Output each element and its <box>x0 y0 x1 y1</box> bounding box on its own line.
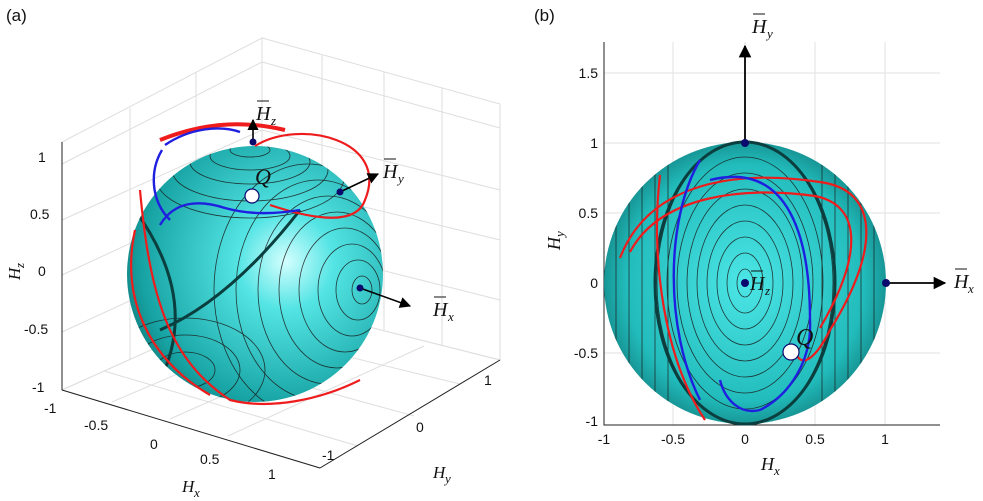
panel-a-hy-label: H y <box>382 158 404 186</box>
svg-text:1.5: 1.5 <box>579 65 599 81</box>
svg-text:-1: -1 <box>44 400 57 416</box>
svg-text:H: H <box>760 454 775 474</box>
panel-a-hx-label: H x <box>432 296 454 324</box>
svg-text:1: 1 <box>881 431 889 447</box>
svg-text:H: H <box>432 299 449 321</box>
panel-b-x-ticks: -1 -0.5 0 0.5 1 <box>598 431 889 447</box>
panel-a-y-label: H y <box>432 463 451 486</box>
svg-text:0: 0 <box>38 263 46 279</box>
svg-text:z: z <box>12 263 27 269</box>
panel-a-z-label: H z <box>5 263 27 281</box>
panel-a-hz-dot <box>249 138 257 146</box>
svg-text:H: H <box>255 103 272 125</box>
panel-b-y-ticks: 1.5 1 0.5 0 -0.5 -1 <box>574 65 598 429</box>
panel-a-sphere <box>127 146 383 402</box>
svg-text:H: H <box>953 271 970 293</box>
svg-text:-0.5: -0.5 <box>661 431 685 447</box>
svg-text:-1: -1 <box>32 379 45 395</box>
svg-text:H: H <box>751 16 768 38</box>
panel-a-hz-label: H z <box>255 100 276 128</box>
svg-text:-1: -1 <box>322 447 335 463</box>
svg-text:y: y <box>552 231 567 239</box>
panel-a-red-trajectory <box>130 122 371 406</box>
panel-b-x-label: H x <box>760 454 780 478</box>
svg-text:x: x <box>967 281 974 296</box>
svg-text:z: z <box>764 283 770 298</box>
panel-b: Q H y H x H z 1.5 1 0.5 0 -0.5 -1 H y <box>544 13 974 478</box>
panel-a-q-label: Q <box>255 164 271 189</box>
svg-text:0.5: 0.5 <box>805 431 825 447</box>
svg-text:H: H <box>5 266 24 281</box>
svg-text:H: H <box>544 236 564 251</box>
svg-text:0: 0 <box>590 275 598 291</box>
panel-b-hy-dot <box>741 139 749 147</box>
panel-b-y-label: H y <box>544 231 567 251</box>
svg-text:0: 0 <box>416 419 424 435</box>
panel-a-x-ticks: -1 -0.5 0 0.5 1 <box>44 400 276 482</box>
panel-a: Q H z H y H x 1 0.5 0 -0.5 -1 H z <box>5 37 502 500</box>
panel-a-hy-dot <box>336 188 344 196</box>
panel-b-hx-arrow-label: H x <box>953 268 974 296</box>
svg-text:0: 0 <box>150 436 158 452</box>
panel-a-hy-arrow <box>339 173 380 193</box>
svg-text:y: y <box>443 471 451 486</box>
svg-text:0: 0 <box>741 431 749 447</box>
panel-a-point-q <box>244 188 260 204</box>
panel-a-x-label: H x <box>181 477 200 500</box>
panel-b-hy-arrow-label: H y <box>751 13 773 41</box>
svg-text:1: 1 <box>484 372 492 388</box>
svg-text:H: H <box>432 463 447 482</box>
svg-text:H: H <box>749 273 766 295</box>
svg-text:x: x <box>773 463 780 478</box>
panel-b-q-label: Q <box>796 325 813 351</box>
svg-text:-0.5: -0.5 <box>574 345 598 361</box>
panel-b-red-trajectory <box>618 174 868 421</box>
panel-b-hz-label: H z <box>749 270 770 298</box>
panel-b-axes-box <box>603 42 940 426</box>
panel-a-y-ticks: -1 0 1 <box>322 372 492 463</box>
svg-text:-0.5: -0.5 <box>84 417 108 433</box>
svg-text:-0.5: -0.5 <box>24 321 48 337</box>
svg-text:x: x <box>447 309 454 324</box>
svg-text:H: H <box>181 477 196 496</box>
svg-text:0.5: 0.5 <box>200 451 220 467</box>
panel-b-point-q <box>782 343 800 361</box>
panel-b-hx-dot <box>882 279 890 287</box>
svg-text:1: 1 <box>38 149 46 165</box>
svg-text:y: y <box>396 171 404 186</box>
svg-text:z: z <box>270 113 276 128</box>
svg-text:x: x <box>193 485 200 500</box>
panel-a-axes <box>61 142 501 469</box>
svg-text:0.5: 0.5 <box>579 205 599 221</box>
panel-a-label: (a) <box>6 6 27 25</box>
panel-a-hx-arrow <box>359 287 412 308</box>
panel-b-hz-dot <box>741 279 749 287</box>
svg-text:-1: -1 <box>598 431 611 447</box>
svg-text:1: 1 <box>590 135 598 151</box>
panel-a-z-ticks: 1 0.5 0 -0.5 -1 <box>24 149 50 395</box>
svg-text:y: y <box>765 26 773 41</box>
panel-a-hx-dot <box>356 284 364 292</box>
panel-b-blue-trajectory <box>672 159 812 413</box>
svg-text:H: H <box>382 161 399 183</box>
panel-b-label: (b) <box>534 6 555 25</box>
svg-text:-1: -1 <box>586 413 599 429</box>
svg-text:1: 1 <box>268 466 276 482</box>
svg-text:0.5: 0.5 <box>30 206 50 222</box>
panel-a-blue-trajectory <box>152 127 301 226</box>
